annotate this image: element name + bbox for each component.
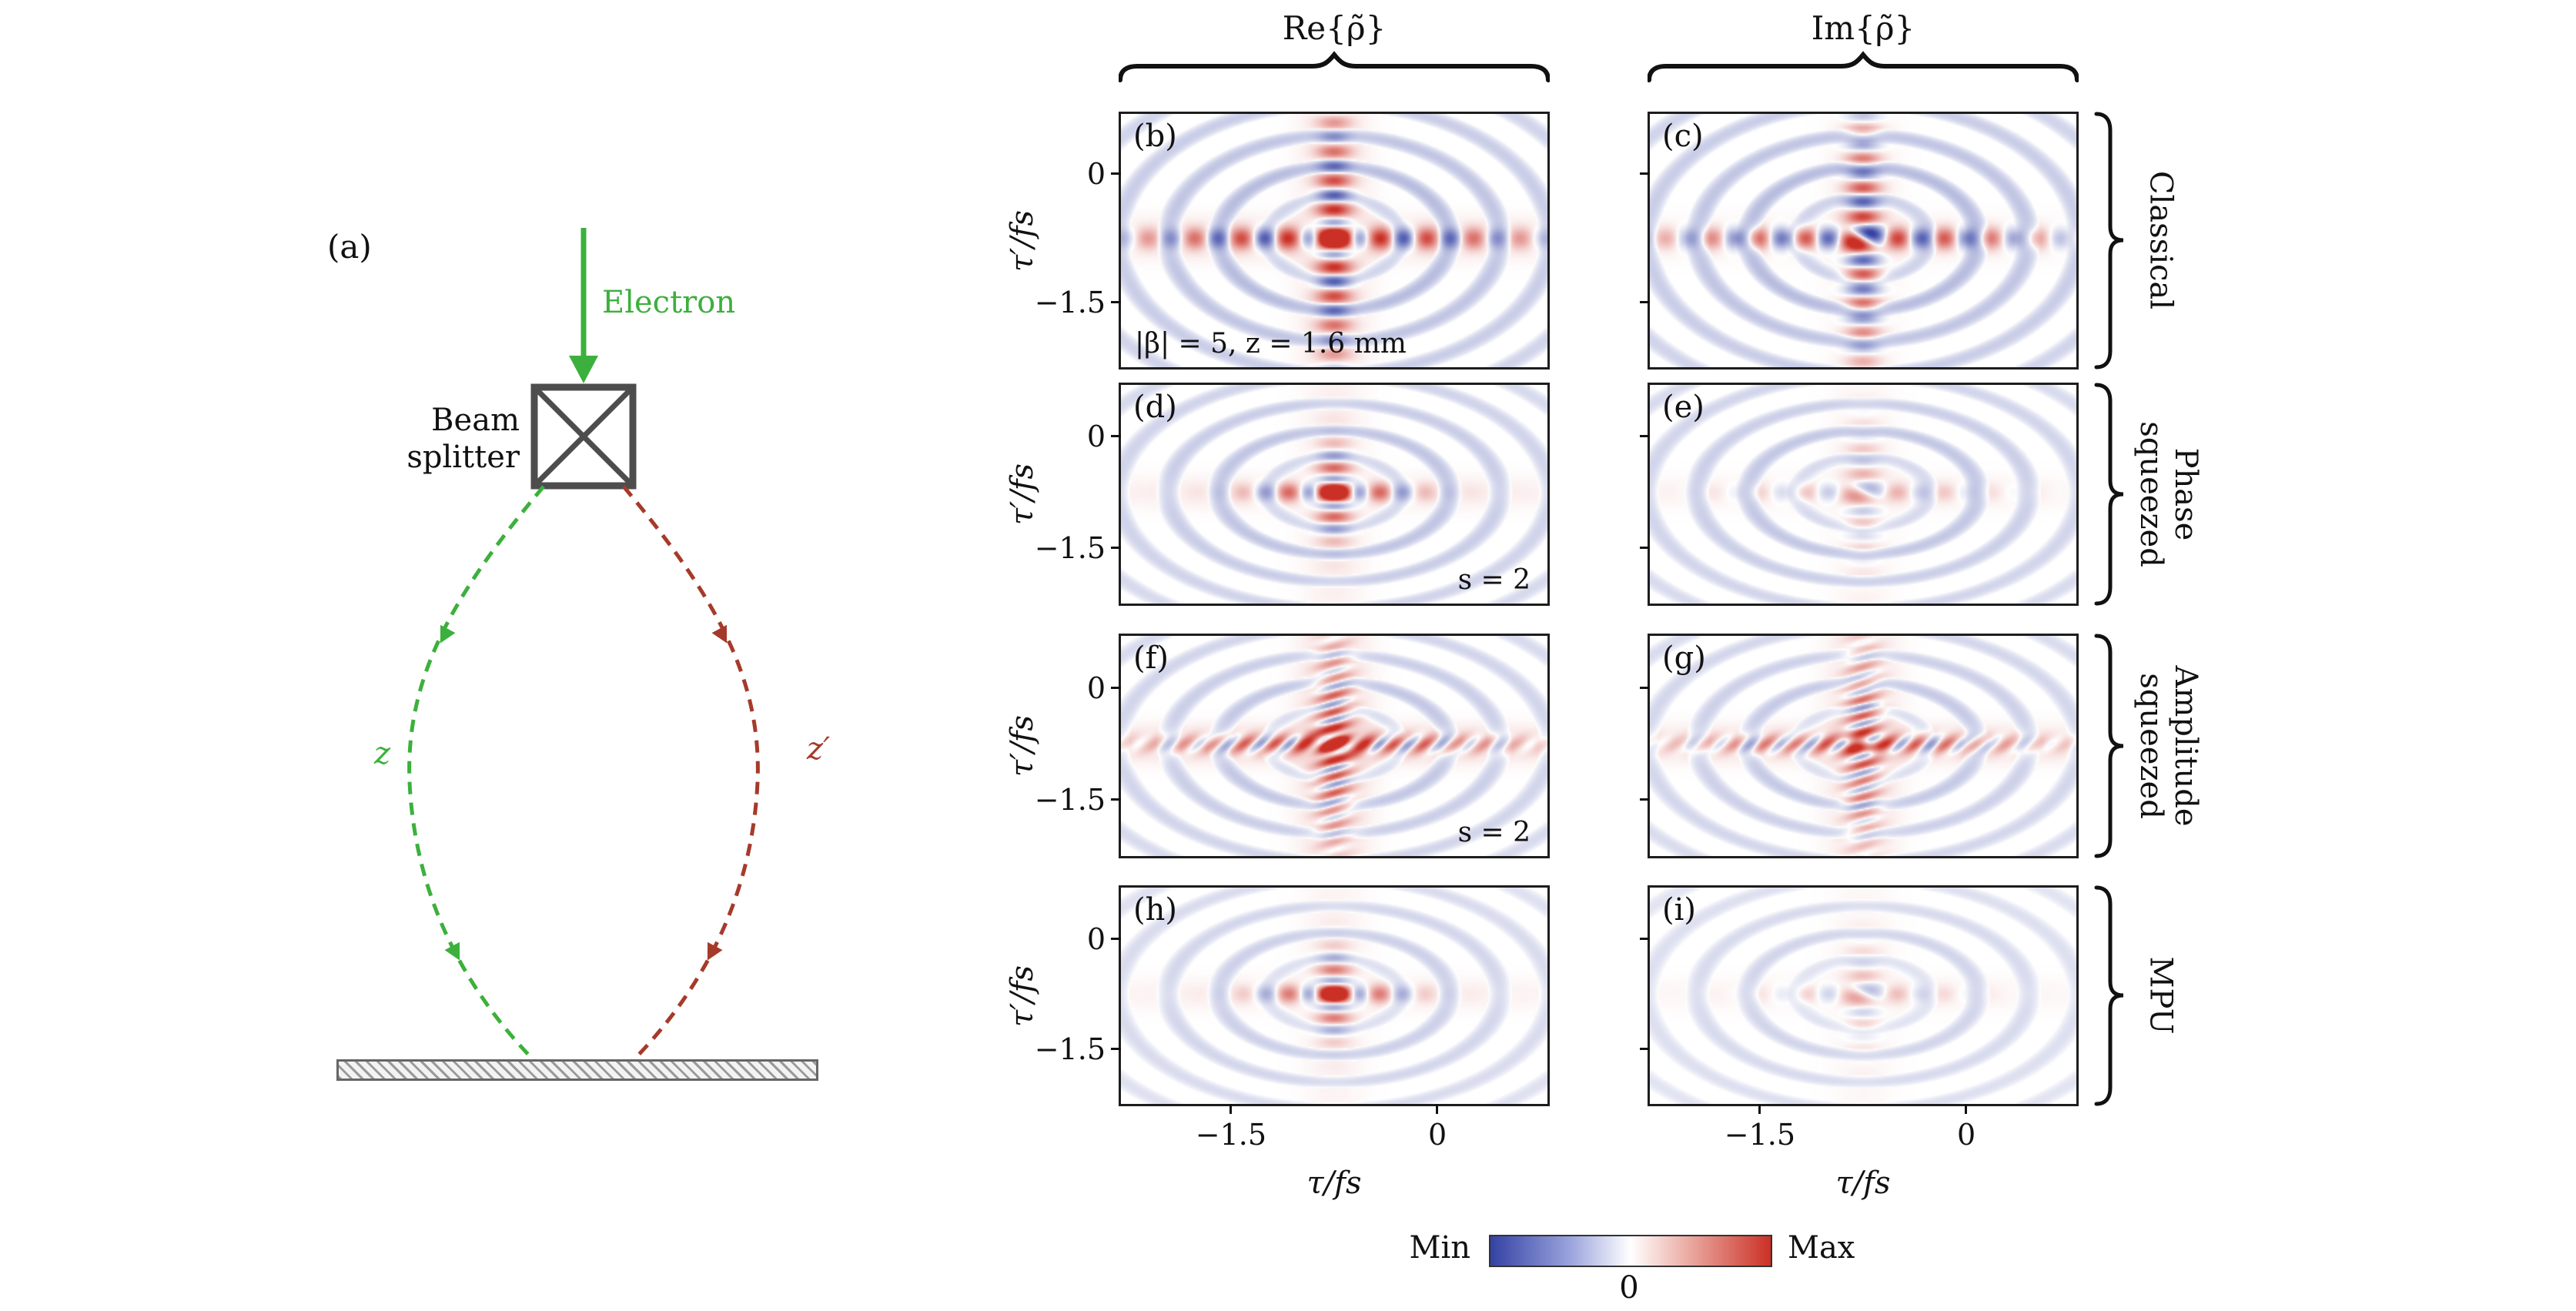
row-label-phase-squeezed: Phase squeezed xyxy=(2133,421,2203,567)
path-arrowhead-icon xyxy=(444,941,460,961)
y-tick-label: −1.5 xyxy=(1034,286,1106,320)
colorbar-zero-label: 0 xyxy=(1619,1270,1639,1306)
path-arrowhead-icon xyxy=(707,941,723,961)
y-tick-mark xyxy=(1111,686,1121,689)
y-tick-mark xyxy=(1111,798,1121,801)
x-tick-label: 0 xyxy=(1956,1118,1976,1152)
panel-letter: (g) xyxy=(1662,640,1706,676)
beam-splitter-icon xyxy=(530,383,637,490)
y-tick-mark xyxy=(1111,435,1121,438)
y-tick-label: 0 xyxy=(1086,671,1106,705)
panel-letter: (b) xyxy=(1133,119,1177,154)
y-tick-mark xyxy=(1640,301,1650,304)
path-left-label: z xyxy=(374,736,391,771)
x-tick-mark xyxy=(1758,1104,1761,1114)
heatmap-canvas-i xyxy=(1650,888,2076,1104)
heatmap-canvas-c xyxy=(1650,114,2076,367)
heatmap-panel-c: (c) xyxy=(1640,112,2079,370)
x-tick-label: −1.5 xyxy=(1195,1118,1267,1152)
heatmap-canvas-g xyxy=(1650,636,2076,856)
panel-letter: (c) xyxy=(1662,119,1704,154)
y-tick-mark xyxy=(1111,937,1121,940)
beam-splitter-label: Beam splitter xyxy=(406,403,520,475)
heatmap-canvas-e xyxy=(1650,385,2076,604)
y-tick-label: 0 xyxy=(1086,420,1106,454)
electron-path-left xyxy=(407,485,545,1067)
y-axis-label: τ′/fs xyxy=(1005,209,1040,272)
heatmap-canvas-h xyxy=(1121,888,1547,1104)
colorbar-gradient xyxy=(1489,1235,1772,1267)
panel-letter: (f) xyxy=(1133,640,1169,676)
panel-letter: (e) xyxy=(1662,390,1705,425)
heatmap-panel-d: (d) s = 2 0 −1.5 τ′/fs xyxy=(1005,383,1550,606)
x-axis-label: τ/fs xyxy=(1306,1166,1362,1201)
panel-letter: (d) xyxy=(1133,390,1177,425)
y-tick-mark xyxy=(1111,1047,1121,1050)
y-tick-mark xyxy=(1640,686,1650,689)
y-axis-label: τ′/fs xyxy=(1005,965,1040,1027)
x-tick-label: −1.5 xyxy=(1724,1118,1796,1152)
heatmap-canvas-f xyxy=(1121,636,1547,856)
y-tick-mark xyxy=(1111,301,1121,304)
diagram-panel-label: (a) xyxy=(327,228,372,266)
sample-surface xyxy=(336,1059,818,1081)
overbrace-re xyxy=(1119,51,1550,82)
y-tick-mark xyxy=(1640,435,1650,438)
y-axis-label: τ′/fs xyxy=(1005,714,1040,778)
x-axis-label: τ/fs xyxy=(1835,1166,1891,1201)
column-header-re: Re{ρ̃} xyxy=(1282,9,1387,47)
colorbar-min-label: Min xyxy=(1409,1230,1470,1266)
panel-annotation: s = 2 xyxy=(1457,564,1531,596)
x-tick-mark xyxy=(1229,1104,1232,1114)
row-brace-amplitude-squeezed xyxy=(2094,634,2124,858)
heatmap-panel-h: (h) 0 −1.5 τ′/fs −1.5 0 τ/fs xyxy=(1005,885,1550,1201)
row-label-amplitude-squeezed: Amplitude squeezed xyxy=(2133,665,2203,827)
y-tick-mark xyxy=(1111,546,1121,549)
electron-arrow xyxy=(569,228,598,383)
overbrace-im xyxy=(1648,51,2079,82)
x-tick-mark xyxy=(1436,1104,1439,1114)
x-tick-label: 0 xyxy=(1427,1118,1447,1152)
y-tick-mark xyxy=(1640,798,1650,801)
path-right-label: z′ xyxy=(807,731,831,767)
electron-path-right xyxy=(622,485,760,1067)
colorbar-max-label: Max xyxy=(1788,1230,1855,1266)
column-header-im: Im{ρ̃} xyxy=(1811,9,1915,47)
heatmap-panel-b: (b) |β| = 5, z = 1.6 mm 0 −1.5 τ′/fs xyxy=(1005,112,1550,370)
heatmap-panel-g: (g) xyxy=(1640,634,2079,858)
row-label-mpu: MPU xyxy=(2143,956,2179,1035)
path-arrowhead-icon xyxy=(711,624,728,644)
heatmap-panel-e: (e) xyxy=(1640,383,2079,606)
panel-annotation: s = 2 xyxy=(1457,817,1531,848)
heatmap-canvas-d xyxy=(1121,385,1547,604)
y-axis-label: τ′/fs xyxy=(1005,463,1040,526)
y-tick-mark xyxy=(1640,1047,1650,1050)
x-tick-mark xyxy=(1965,1104,1968,1114)
panel-letter: (h) xyxy=(1133,892,1177,928)
y-tick-label: −1.5 xyxy=(1034,1032,1106,1066)
y-tick-mark xyxy=(1640,172,1650,175)
row-brace-classical xyxy=(2094,112,2124,370)
row-label-classical: Classical xyxy=(2143,170,2179,310)
row-brace-phase-squeezed xyxy=(2094,383,2124,606)
y-tick-label: −1.5 xyxy=(1034,530,1106,565)
y-tick-mark xyxy=(1111,172,1121,175)
y-tick-mark xyxy=(1640,546,1650,549)
electron-label: Electron xyxy=(602,285,736,320)
row-brace-mpu xyxy=(2094,885,2124,1106)
heatmap-canvas-b xyxy=(1121,114,1547,367)
path-arrowhead-icon xyxy=(440,624,456,644)
panel-annotation: |β| = 5, z = 1.6 mm xyxy=(1135,328,1407,360)
y-tick-label: 0 xyxy=(1086,921,1106,956)
panel-letter: (i) xyxy=(1662,892,1697,928)
heatmap-panel-i: (i) −1.5 0 τ/fs xyxy=(1640,885,2079,1201)
y-tick-label: −1.5 xyxy=(1034,783,1106,818)
heatmap-panel-f: (f) s = 2 0 −1.5 τ′/fs xyxy=(1005,634,1550,858)
y-tick-mark xyxy=(1640,937,1650,940)
y-tick-label: 0 xyxy=(1086,156,1106,191)
